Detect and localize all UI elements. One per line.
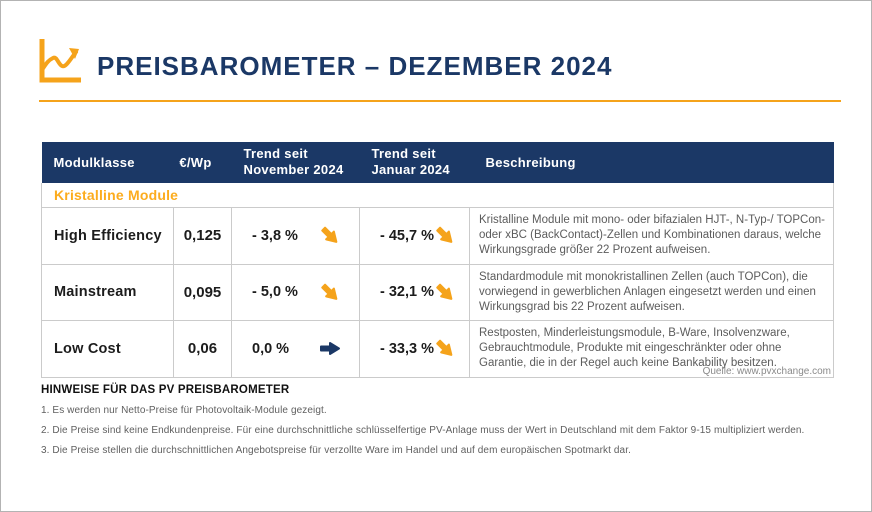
notes-section: HINWEISE FÜR DAS PV PREISBAROMETER 1. Es…: [41, 384, 851, 456]
price-value: 0,06: [173, 320, 232, 378]
trend-november-value: 0,0 %: [252, 340, 290, 357]
module-description: Kristalline Module mit mono- oder bifazi…: [469, 207, 834, 265]
trend-down-arrow-icon: [432, 223, 458, 249]
trend-november-value: - 5,0 %: [252, 284, 298, 301]
col-header-beschreibung: Beschreibung: [469, 142, 834, 183]
trend-right-arrow-icon: [319, 341, 341, 356]
module-class-name: High Efficiency: [41, 207, 174, 265]
note-item: 2. Die Preise sind keine Endkundenpreise…: [41, 425, 805, 436]
col-header-trend-november: Trend seit November 2024: [231, 142, 360, 183]
trend-down-arrow-icon: [317, 223, 343, 249]
table-row-low-cost: Low Cost 0,06 0,0 % - 33,3 %: [41, 320, 834, 378]
trend-down-arrow-icon: [432, 336, 458, 362]
table-header-row: Modulklasse €/Wp Trend seit November 202…: [41, 142, 834, 183]
col-header-modulklasse: Modulklasse: [41, 142, 174, 183]
note-item: 3. Die Preise stellen die durchschnittli…: [41, 445, 631, 456]
trend-januar-value: - 33,3 %: [380, 340, 434, 357]
trend-november-value: - 3,8 %: [252, 227, 298, 244]
table-row-high-efficiency: High Efficiency 0,125 - 3,8 % - 45,7 %: [41, 207, 834, 265]
group-label: Kristalline Module: [41, 182, 834, 208]
notes-heading: HINWEISE FÜR DAS PV PREISBAROMETER: [41, 384, 290, 396]
table-row-mainstream: Mainstream 0,095 - 5,0 % - 32,1 %: [41, 263, 834, 322]
trend-down-arrow-icon: [317, 279, 343, 305]
title-divider: [39, 100, 841, 102]
module-class-name: Mainstream: [41, 263, 174, 322]
module-class-name: Low Cost: [41, 320, 174, 378]
price-table: Modulklasse €/Wp Trend seit November 202…: [41, 142, 834, 378]
source-credit: Quelle: www.pvxchange.com: [702, 366, 831, 377]
trend-januar-value: - 32,1 %: [380, 284, 434, 301]
price-value: 0,125: [173, 207, 232, 265]
trend-down-arrow-icon: [432, 279, 458, 305]
note-item: 1. Es werden nur Netto-Preise für Photov…: [41, 405, 327, 416]
page-title: PREISBAROMETER – DEZEMBER 2024: [97, 51, 613, 81]
price-value: 0,095: [173, 263, 232, 322]
trend-januar-value: - 45,7 %: [380, 227, 434, 244]
module-description: Standardmodule mit monokristallinen Zell…: [469, 263, 834, 322]
line-chart-icon: [31, 32, 87, 88]
group-row-kristalline-module: Kristalline Module: [41, 182, 834, 208]
module-description: Restposten, Minderleistungsmodule, B-War…: [469, 320, 834, 378]
col-header-price: €/Wp: [173, 142, 232, 183]
col-header-trend-januar: Trend seit Januar 2024: [359, 142, 470, 183]
